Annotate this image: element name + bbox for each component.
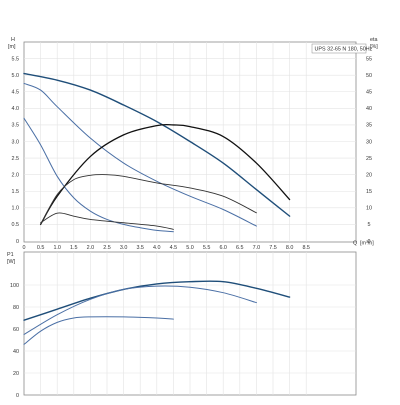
upper-gridlines [24, 42, 356, 242]
efficiency-tick-label: 30 [366, 139, 372, 145]
power-tick-label: 20 [13, 371, 19, 377]
head-curve-1 [23, 72, 291, 217]
x-tick-label: 5.5 [203, 245, 211, 251]
head-tick-label: 2.5 [12, 156, 20, 162]
power-axis-label: P1 [7, 252, 14, 258]
head-curve-3 [23, 117, 174, 233]
power-curve-2 [23, 285, 257, 335]
efficiency-tick-label: 35 [366, 123, 372, 129]
upper-tick-labels: 0 0.5 1.0 1.5 2.0 2.5 3.0 3.5 4.0 4.5 5.0 5.5 6.0 6.5… [12, 56, 373, 251]
power-tick-label: 40 [13, 349, 19, 355]
power-tick-label: 80 [13, 305, 19, 311]
efficiency-axis-unit: [%] [370, 44, 378, 50]
efficiency-tick-label: 25 [366, 156, 372, 162]
flow-axis-unit: [m³/h] [360, 241, 374, 247]
efficiency-tick-label: 5 [368, 222, 371, 228]
head-tick-label: 4.0 [12, 106, 20, 112]
power-tick-label: 100 [10, 283, 19, 289]
efficiency-tick-label: 50 [366, 73, 372, 79]
efficiency-tick-label: 45 [366, 90, 372, 96]
efficiency-tick-label: 15 [366, 189, 372, 195]
flow-axis-label: Q [353, 241, 357, 247]
power-curve-3 [23, 316, 174, 345]
x-tick-label: 1.5 [70, 245, 78, 251]
x-tick-label: 2.0 [87, 245, 95, 251]
x-tick-label: 0.5 [37, 245, 45, 251]
head-tick-label: 0.5 [12, 222, 20, 228]
head-tick-label: 3.5 [12, 123, 20, 129]
efficiency-tick-label: 40 [366, 106, 372, 112]
efficiency-curve-5 [40, 174, 257, 225]
x-tick-label: 8.5 [302, 245, 310, 251]
power-axis-unit: [W] [7, 259, 16, 265]
head-tick-label: 2.0 [12, 172, 20, 178]
head-axis-label: H [11, 37, 15, 43]
x-tick-label: 3.5 [136, 245, 144, 251]
head-axis-unit: [m] [8, 44, 16, 50]
x-tick-label: 1.0 [53, 245, 61, 251]
x-tick-label: 6.5 [236, 245, 244, 251]
efficiency-tick-label: 0 [368, 239, 371, 245]
x-tick-label: 0 [23, 245, 26, 251]
x-tick-label: 6.0 [219, 245, 227, 251]
x-tick-label: 2.5 [103, 245, 111, 251]
head-tick-label: 5.0 [12, 73, 20, 79]
head-tick-label: 4.5 [12, 90, 20, 96]
chart-title: UPS 32-65 N 180, 50Hz [315, 47, 373, 53]
head-tick-label: 3.0 [12, 139, 20, 145]
head-tick-label: 1.0 [12, 206, 20, 212]
x-tick-label: 4.5 [170, 245, 178, 251]
head-tick-label: 0 [16, 239, 19, 245]
x-tick-label: 7.5 [269, 245, 277, 251]
head-curve-2 [23, 82, 257, 227]
x-tick-label: 4.0 [153, 245, 161, 251]
upper-curves [23, 72, 291, 233]
x-tick-label: 5.0 [186, 245, 194, 251]
efficiency-curve-6 [40, 212, 174, 230]
efficiency-tick-label: 20 [366, 172, 372, 178]
lower-gridlines [24, 252, 356, 395]
power-tick-label: 60 [13, 327, 19, 333]
title-box [311, 43, 367, 54]
x-tick-label: 8.0 [286, 245, 294, 251]
efficiency-tick-label: 10 [366, 206, 372, 212]
efficiency-curve-4 [39, 123, 291, 226]
efficiency-axis-label: eta [370, 37, 378, 43]
power-curve-1 [23, 280, 291, 321]
power-tick-label: 0 [16, 393, 19, 399]
x-tick-label: 3.0 [120, 245, 128, 251]
lower-curves [23, 280, 291, 345]
head-tick-label: 5.5 [12, 56, 20, 62]
head-tick-label: 1.5 [12, 189, 20, 195]
lower-tick-labels: 0 20 40 60 80 100 [10, 283, 19, 399]
efficiency-tick-label: 55 [366, 56, 372, 62]
x-tick-label: 7.0 [253, 245, 261, 251]
